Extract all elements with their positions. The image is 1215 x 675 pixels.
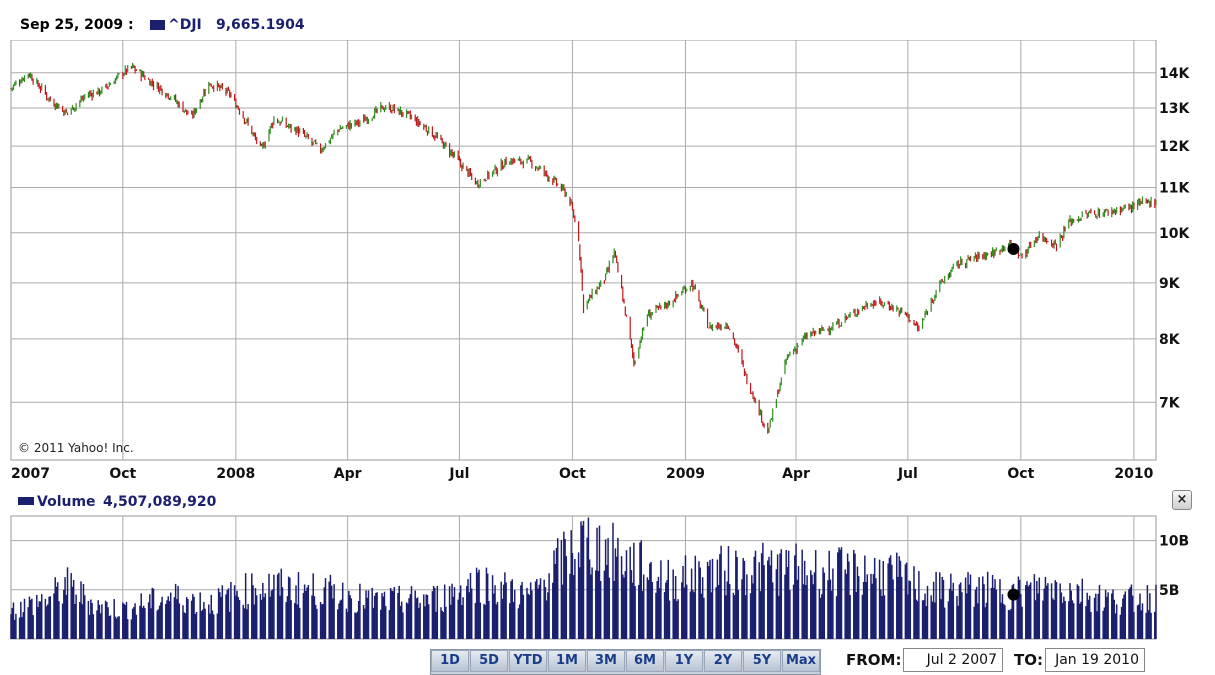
from-date-input[interactable]: Jul 2 2007 bbox=[903, 648, 1003, 672]
price-x-tick-label: Oct bbox=[559, 466, 586, 482]
price-x-tick-label: Jul bbox=[448, 466, 469, 482]
volume-y-tick-label: 5B bbox=[1159, 583, 1179, 599]
header-symbol: ^DJI bbox=[168, 17, 202, 33]
price-grid bbox=[11, 40, 1156, 460]
price-x-tick-label: 2010 bbox=[1114, 466, 1153, 482]
range-button-3m[interactable]: 3M bbox=[587, 650, 625, 672]
price-y-tick-label: 8K bbox=[1159, 332, 1181, 348]
volume-chart[interactable]: 10B 5B bbox=[0, 488, 1215, 643]
price-x-tick-label: Jul bbox=[897, 466, 918, 482]
price-x-tick-label: Apr bbox=[334, 466, 362, 482]
series-swatch bbox=[150, 20, 165, 30]
price-x-axis: 2007 Oct 2008 Apr Jul Oct 2009 Apr Jul Oct 2010 bbox=[11, 466, 1154, 482]
range-button-max[interactable]: Max bbox=[782, 650, 820, 672]
range-button-bar: 1D 5D YTD 1M 3M 6M 1Y 2Y 5Y Max bbox=[430, 649, 821, 675]
from-label: FROM: bbox=[846, 651, 902, 669]
price-y-tick-label: 13K bbox=[1159, 101, 1190, 117]
range-button-1m[interactable]: 1M bbox=[548, 650, 586, 672]
price-candles bbox=[10, 62, 1157, 434]
price-y-tick-label: 11K bbox=[1159, 180, 1190, 196]
range-button-2y[interactable]: 2Y bbox=[704, 650, 742, 672]
volume-header-svg: Volume 4,507,089,920 bbox=[18, 494, 217, 510]
volume-marker[interactable] bbox=[1007, 588, 1020, 601]
price-x-tick-label: 2007 bbox=[11, 466, 50, 482]
price-x-tick-label: Oct bbox=[109, 466, 136, 482]
price-y-tick-label: 12K bbox=[1159, 139, 1190, 155]
header-value: 9,665.1904 bbox=[216, 17, 305, 33]
volume-bars bbox=[10, 517, 1157, 639]
to-label: TO: bbox=[1014, 651, 1043, 669]
range-button-1y[interactable]: 1Y bbox=[665, 650, 703, 672]
price-y-tick-label: 9K bbox=[1159, 276, 1181, 292]
copyright-text: © 2011 Yahoo! Inc. bbox=[18, 441, 134, 455]
price-y-tick-label: 7K bbox=[1159, 395, 1181, 411]
price-x-tick-label: 2009 bbox=[666, 466, 705, 482]
price-y-tick-label: 14K bbox=[1159, 66, 1190, 82]
range-button-5y[interactable]: 5Y bbox=[743, 650, 781, 672]
price-x-tick-label: 2008 bbox=[216, 466, 255, 482]
range-button-5d[interactable]: 5D bbox=[470, 650, 508, 672]
volume-swatch bbox=[18, 497, 34, 505]
close-volume-button[interactable]: × bbox=[1172, 490, 1192, 510]
header-date: Sep 25, 2009 : bbox=[20, 17, 134, 33]
range-button-1d[interactable]: 1D bbox=[431, 650, 469, 672]
header-svg: Sep 25, 2009 : ^DJI 9,665.1904 bbox=[20, 17, 305, 33]
range-button-6m[interactable]: 6M bbox=[626, 650, 664, 672]
volume-value: 4,507,089,920 bbox=[103, 494, 217, 510]
price-x-tick-label: Apr bbox=[782, 466, 810, 482]
price-y-axis: 14K 13K 12K 11K 10K 9K 8K 7K bbox=[1159, 66, 1190, 412]
to-date-input[interactable]: Jan 19 2010 bbox=[1045, 648, 1145, 672]
volume-y-axis: 10B 5B bbox=[1159, 534, 1189, 599]
price-x-tick-label: Oct bbox=[1007, 466, 1034, 482]
price-plot-area bbox=[10, 40, 1157, 461]
price-y-tick-label: 10K bbox=[1159, 226, 1190, 242]
volume-header: Volume 4,507,089,920 bbox=[0, 490, 400, 512]
chart-header: Sep 25, 2009 : ^DJI 9,665.1904 bbox=[0, 0, 1215, 40]
price-marker[interactable] bbox=[1007, 242, 1020, 255]
volume-title: Volume bbox=[37, 494, 96, 510]
price-chart[interactable]: 14K 13K 12K 11K 10K 9K 8K 7K 2007 Oct 2008 Apr Jul O… bbox=[0, 40, 1215, 488]
volume-y-tick-label: 10B bbox=[1159, 534, 1189, 550]
range-button-ytd[interactable]: YTD bbox=[509, 650, 547, 672]
